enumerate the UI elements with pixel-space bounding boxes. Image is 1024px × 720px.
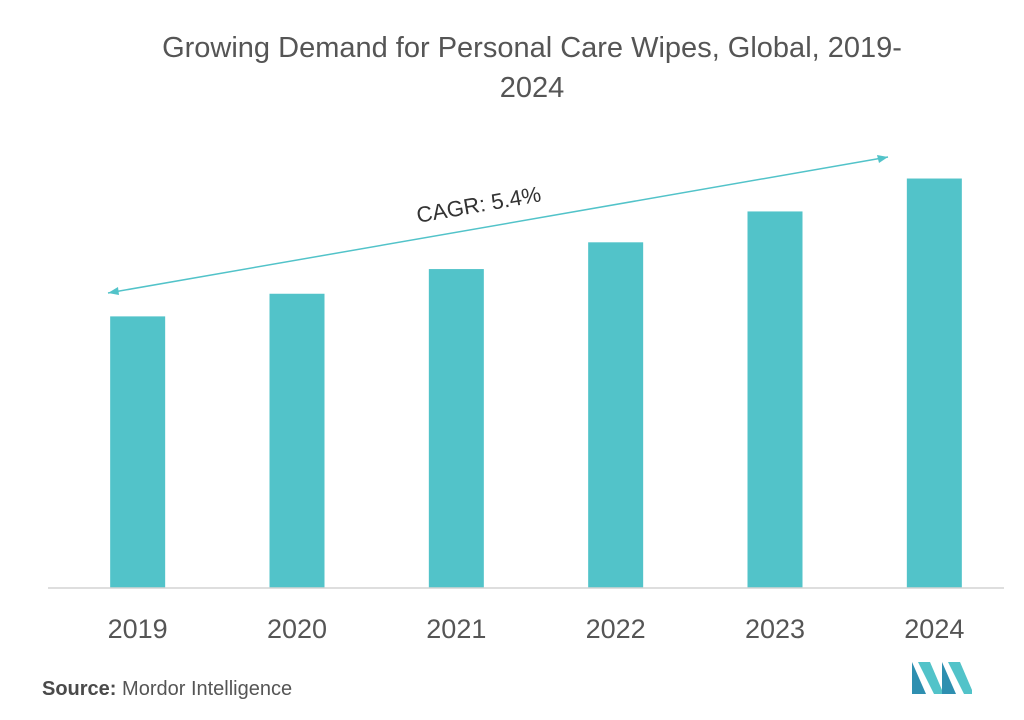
cagr-arrow [107, 156, 889, 294]
arrow-head-left-icon [108, 287, 119, 295]
bar-2020 [269, 293, 325, 588]
bar-2019 [110, 316, 166, 588]
bars-group [110, 178, 962, 589]
bar-2022 [588, 242, 644, 589]
x-tick-label-2024: 2024 [904, 614, 964, 644]
bar-2021 [428, 269, 484, 588]
x-tick-label-2020: 2020 [267, 614, 327, 644]
source-text: Mordor Intelligence [122, 678, 293, 700]
chart-title-line-1: Growing Demand for Personal Care Wipes, … [162, 32, 902, 64]
x-tick-label-2023: 2023 [745, 614, 805, 644]
mordor-intelligence-logo-icon [912, 662, 972, 694]
chart-title-line-2: 2024 [499, 72, 565, 104]
x-tick-labels: 2019 2020 2021 2022 2023 2024 [108, 614, 965, 644]
source-note: Source: Mordor Intelligence [42, 678, 292, 701]
x-tick-label-2022: 2022 [586, 614, 646, 644]
bar-2024 [906, 178, 962, 588]
source-label: Source: [42, 678, 117, 700]
arrow-head-right-icon [877, 155, 888, 163]
x-tick-label-2019: 2019 [108, 614, 168, 644]
chart-title: Growing Demand for Personal Care Wipes, … [112, 28, 952, 108]
bar-2023 [747, 211, 803, 588]
x-tick-label-2021: 2021 [426, 614, 486, 644]
bar-chart: 2019 2020 2021 2022 2023 2024 CAGR: 5.4% [48, 155, 1004, 644]
